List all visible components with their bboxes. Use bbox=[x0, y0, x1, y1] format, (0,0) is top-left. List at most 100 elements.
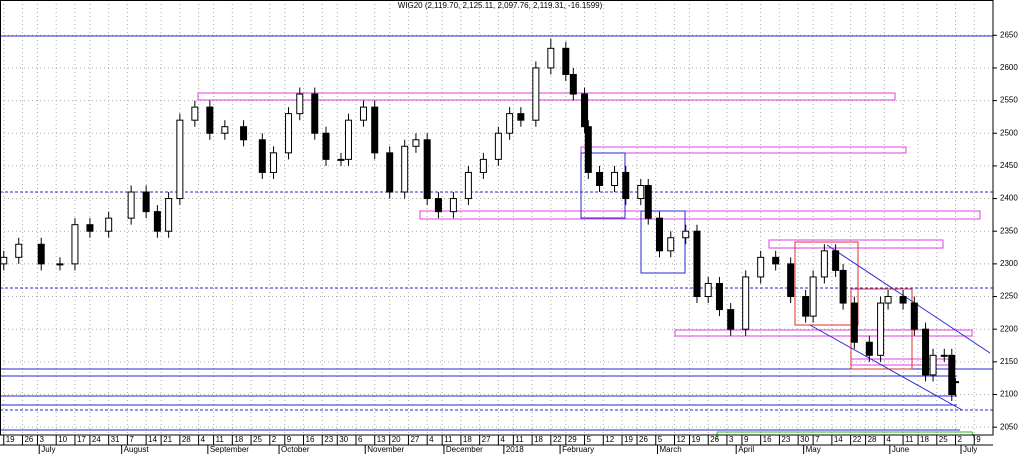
y-tick-label: 2400 bbox=[1000, 194, 1018, 203]
x-tick-label: 18 bbox=[463, 435, 472, 444]
x-tick-label: 18 bbox=[534, 435, 543, 444]
candle-body bbox=[584, 126, 592, 173]
month-label: May bbox=[806, 445, 821, 454]
candle-body bbox=[547, 47, 555, 69]
candle-body bbox=[832, 250, 840, 271]
candle-body bbox=[270, 152, 278, 173]
candle-body bbox=[142, 191, 150, 213]
y-tick-label: 2650 bbox=[1000, 30, 1018, 39]
x-tick-label: 3 bbox=[729, 435, 734, 444]
x-tick-label: 17 bbox=[77, 435, 86, 444]
candle-body bbox=[899, 296, 907, 304]
x-tick-label: 26 bbox=[710, 435, 719, 444]
candle-body bbox=[802, 296, 810, 317]
y-tick-label: 2500 bbox=[1000, 128, 1018, 137]
candle-body bbox=[221, 126, 229, 134]
month-label: 2018 bbox=[506, 445, 524, 454]
candle-body bbox=[884, 296, 892, 304]
candle-body bbox=[611, 171, 619, 186]
candle-body bbox=[644, 184, 652, 219]
x-tick-label: 7 bbox=[815, 435, 820, 444]
x-tick-label: 10 bbox=[58, 435, 67, 444]
candle-body bbox=[839, 269, 847, 304]
y-tick-label: 2200 bbox=[1000, 324, 1018, 333]
y-tick-label: 2300 bbox=[1000, 259, 1018, 268]
range-box bbox=[794, 241, 859, 326]
x-tick-label: 18 bbox=[920, 435, 929, 444]
x-tick-label: 11 bbox=[444, 435, 453, 444]
candle-body bbox=[322, 132, 330, 160]
x-tick-label: 12 bbox=[676, 435, 685, 444]
candle-body bbox=[865, 341, 873, 356]
candle-body bbox=[809, 276, 817, 317]
x-tick-label: 9 bbox=[287, 435, 292, 444]
x-tick-label: 19 bbox=[624, 435, 633, 444]
trend-line bbox=[826, 244, 991, 354]
candle-body bbox=[240, 126, 248, 141]
candle-body bbox=[622, 171, 630, 200]
zone-box bbox=[580, 146, 907, 154]
candle-body bbox=[105, 217, 113, 232]
y-tick-label: 2050 bbox=[1000, 422, 1018, 431]
candle-body bbox=[929, 354, 937, 376]
candle-body bbox=[952, 381, 960, 384]
candle-body bbox=[165, 198, 173, 232]
x-tick-label: 7 bbox=[129, 435, 134, 444]
x-tick-label: 26 bbox=[24, 435, 33, 444]
candle-body bbox=[704, 282, 712, 298]
candle-body bbox=[479, 158, 487, 173]
x-tick-label: 11 bbox=[515, 435, 524, 444]
zone-box bbox=[419, 210, 981, 220]
month-label: August bbox=[124, 445, 150, 454]
candle-body bbox=[667, 237, 675, 252]
x-tick-label: 16 bbox=[306, 435, 315, 444]
x-tick-label: 16 bbox=[763, 435, 772, 444]
x-tick-label: 24 bbox=[92, 435, 101, 444]
x-tick-label: 2 bbox=[958, 435, 963, 444]
candle-body bbox=[757, 256, 765, 278]
candle-body bbox=[742, 276, 750, 330]
x-tick-label: 18 bbox=[234, 435, 243, 444]
candle-body bbox=[772, 256, 780, 265]
x-tick-label: 11 bbox=[216, 435, 225, 444]
candle-body bbox=[337, 158, 345, 161]
x-tick-label: 23 bbox=[781, 435, 790, 444]
candle-body bbox=[787, 263, 795, 298]
x-tick-label: 26 bbox=[639, 435, 648, 444]
x-tick-label: 6 bbox=[358, 435, 363, 444]
candle-body bbox=[386, 152, 394, 193]
candle-body bbox=[412, 139, 420, 147]
candle-body bbox=[449, 198, 457, 213]
x-tick-label: 27 bbox=[482, 435, 491, 444]
x-tick-label: 22 bbox=[853, 435, 862, 444]
y-tick-label: 2150 bbox=[1000, 357, 1018, 366]
month-label: July bbox=[41, 445, 55, 454]
x-tick-label: 25 bbox=[253, 435, 262, 444]
x-tick-label: 2 bbox=[272, 435, 277, 444]
x-tick-label: 19 bbox=[6, 435, 15, 444]
x-tick-label: 29 bbox=[568, 435, 577, 444]
y-tick-label: 2450 bbox=[1000, 161, 1018, 170]
candle-body bbox=[258, 139, 266, 173]
candle-body bbox=[910, 302, 918, 330]
x-tick-label: 5 bbox=[658, 435, 663, 444]
month-label: December bbox=[446, 445, 483, 454]
y-tick-label: 2550 bbox=[1000, 96, 1018, 105]
month-label: October bbox=[281, 445, 310, 454]
candle-body bbox=[285, 113, 293, 154]
x-tick-label: 4 bbox=[500, 435, 505, 444]
candle-body bbox=[494, 132, 502, 160]
candle-body bbox=[371, 106, 379, 154]
x-tick-label: 9 bbox=[744, 435, 749, 444]
candle-body bbox=[877, 302, 885, 356]
x-tick-label: 27 bbox=[410, 435, 419, 444]
grid-layer bbox=[0, 0, 993, 435]
candle-body bbox=[359, 106, 367, 121]
trend-line bbox=[809, 324, 963, 411]
x-tick-label: 4 bbox=[429, 435, 434, 444]
candle-body bbox=[71, 224, 79, 265]
y-tick-label: 2100 bbox=[1000, 390, 1018, 399]
candle-body bbox=[922, 328, 930, 376]
candle-body bbox=[311, 93, 319, 134]
candle-body bbox=[464, 171, 472, 200]
